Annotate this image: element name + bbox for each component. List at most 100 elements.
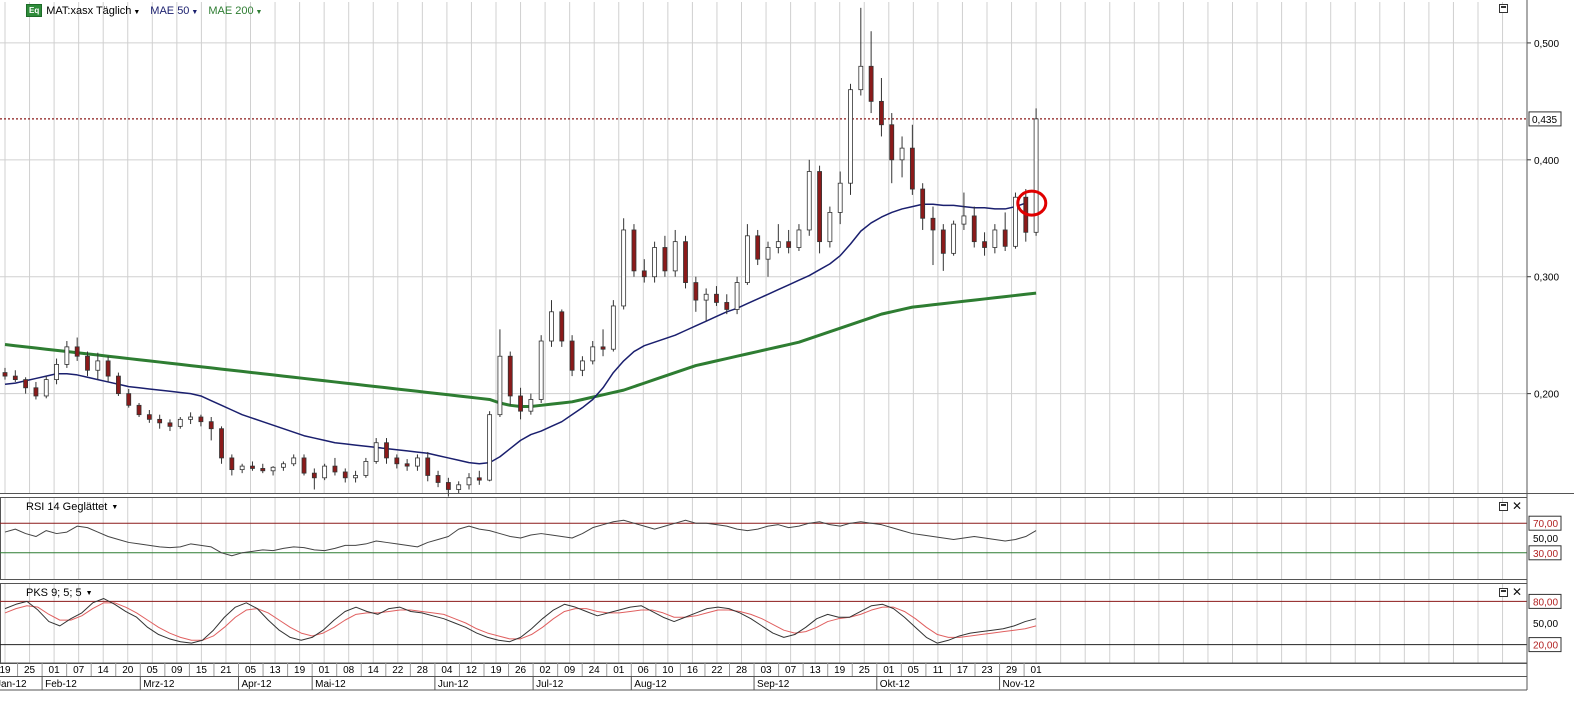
candle-body (280, 463, 286, 468)
candle-body (714, 293, 719, 303)
candle-body (528, 399, 534, 412)
pks-level-box (1528, 593, 1562, 609)
candle-body (641, 270, 647, 278)
current-price-label: 0,435 (1532, 115, 1557, 126)
pks-panel-close-icon[interactable]: ✕ (1512, 585, 1523, 599)
candle-body (157, 418, 163, 424)
candle-body (507, 355, 513, 397)
candle-body (806, 171, 812, 231)
price-panel-minimize-icon[interactable] (1499, 4, 1508, 13)
candle-body (951, 223, 957, 254)
candle-body (2, 372, 8, 377)
candle-body (384, 442, 389, 459)
chevron-down-icon: ▼ (253, 8, 263, 16)
price-plot (0, 7, 1527, 497)
x-tick-label: 19 (834, 665, 846, 676)
candle-body (487, 414, 493, 481)
candle-body (146, 414, 152, 420)
x-tick-label: 11 (933, 665, 944, 676)
candle-body (311, 472, 317, 479)
candle-body (827, 212, 833, 243)
candle-body (497, 355, 503, 416)
candle-body (734, 282, 740, 310)
candle-body (23, 379, 29, 389)
x-tick-label: 10 (662, 665, 674, 676)
x-tick-label: 02 (540, 665, 552, 676)
rsi-panel-close-icon[interactable]: ✕ (1512, 499, 1523, 513)
candle-body (868, 65, 874, 102)
candle-body (992, 229, 998, 248)
ma50-dropdown[interactable]: MAE 50 ▼ (150, 4, 199, 17)
candle-body (590, 346, 596, 362)
candle-body (105, 360, 111, 377)
candle-body (538, 340, 544, 400)
candle-body (755, 235, 761, 260)
candle-body (580, 360, 585, 371)
month-label: Mai-12 (315, 679, 346, 690)
candle-body (167, 422, 173, 427)
x-tick-label: 05 (245, 665, 257, 676)
candle-body (322, 465, 328, 479)
price-grid (0, 2, 1527, 493)
candle-body (12, 375, 18, 381)
candle-body (342, 471, 348, 479)
chevron-down-icon: ▼ (111, 503, 119, 511)
candle-body (260, 468, 266, 472)
candle-body (373, 442, 379, 462)
month-label: Jun-12 (438, 679, 469, 690)
pks-frame (0, 583, 1528, 664)
rsi-header[interactable]: RSI 14 Geglättet ▼ (26, 501, 118, 513)
candle-body (683, 241, 688, 283)
month-label: Apr-12 (242, 679, 272, 690)
chevron-down-icon: ▼ (131, 8, 141, 16)
x-tick-label: 13 (269, 665, 281, 676)
rsi-line (4, 519, 1037, 557)
candle-body (940, 229, 946, 254)
candle-body (208, 421, 214, 430)
rsi-level-label: 30,00 (1533, 549, 1558, 560)
x-tick-label: 21 (220, 665, 232, 676)
x-tick-label: 29 (1006, 665, 1018, 676)
candle-body (126, 393, 132, 406)
x-tick-label: 22 (392, 665, 404, 676)
x-tick-label: 14 (98, 665, 110, 676)
candle-body (744, 235, 750, 283)
candle-body (85, 355, 90, 371)
symbol-dropdown[interactable]: MAT:xasx Täglich ▼ (46, 4, 141, 17)
x-tick-label: 01 (49, 665, 61, 676)
x-tick-label: 09 (171, 665, 183, 676)
x-tick-label: 17 (957, 665, 969, 676)
ma200-dropdown[interactable]: MAE 200 ▼ (208, 4, 263, 17)
x-tick-label: 13 (810, 665, 822, 676)
candle-body (33, 387, 39, 397)
candle-body (703, 293, 709, 301)
pks-level-box (1528, 637, 1562, 653)
candle-body (116, 375, 121, 395)
candle-body (301, 457, 307, 474)
x-tick-label: 01 (319, 665, 331, 676)
rsi-panel-minimize-icon[interactable] (1499, 502, 1508, 511)
candle-body (724, 302, 730, 310)
candle-body (518, 395, 523, 412)
y-tick-label: 0,500 (1534, 39, 1559, 50)
x-tick-label: 22 (711, 665, 723, 676)
candle-body (837, 182, 843, 213)
candle-body (476, 477, 482, 481)
candle-body (631, 229, 637, 272)
candle-body (982, 241, 987, 248)
x-tick-label: 01 (1031, 665, 1043, 676)
pks-header[interactable]: PKS 9; 5; 5 ▼ (26, 587, 93, 599)
x-tick-label: 07 (785, 665, 797, 676)
rsi-level-label: 50,00 (1533, 534, 1558, 545)
pks-plot (4, 598, 1037, 644)
candle-body (64, 346, 70, 365)
candle-body (404, 463, 410, 467)
x-tick-label: 20 (122, 665, 134, 676)
month-label: Jan-12 (0, 679, 27, 690)
x-tick-label: 01 (613, 665, 625, 676)
pks-panel-minimize-icon[interactable] (1499, 588, 1508, 597)
chevron-down-icon: ▼ (189, 8, 199, 16)
candle-body (353, 475, 358, 479)
rsi-level-box (1528, 515, 1562, 531)
candle-body (817, 171, 822, 243)
